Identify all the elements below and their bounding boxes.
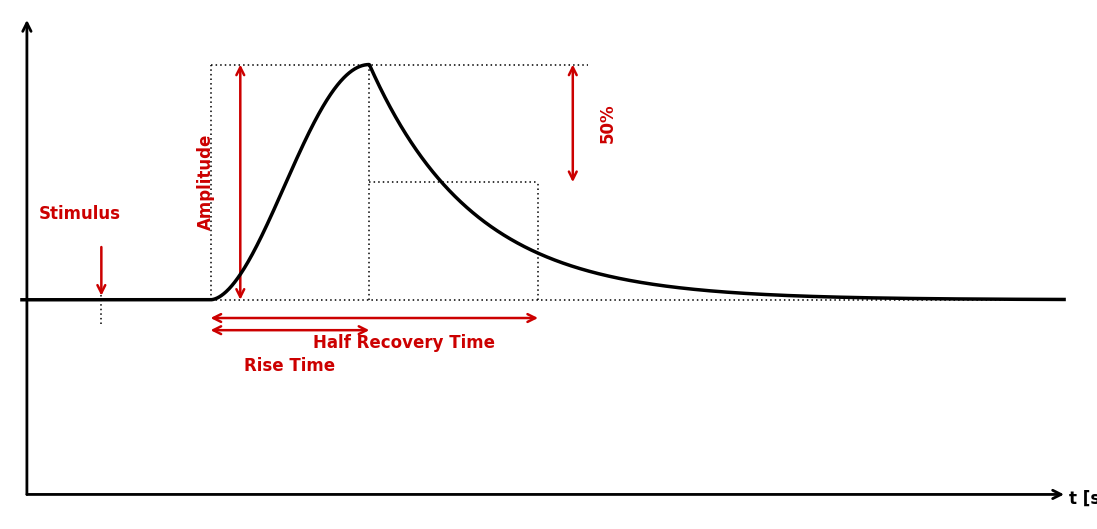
- Text: Half Recovery Time: Half Recovery Time: [313, 334, 495, 352]
- Text: Rise Time: Rise Time: [245, 357, 336, 375]
- Text: Stimulus: Stimulus: [38, 205, 121, 223]
- Text: t [s]: t [s]: [1070, 489, 1097, 507]
- Text: Amplitude: Amplitude: [196, 134, 215, 230]
- Text: 50%: 50%: [599, 104, 617, 143]
